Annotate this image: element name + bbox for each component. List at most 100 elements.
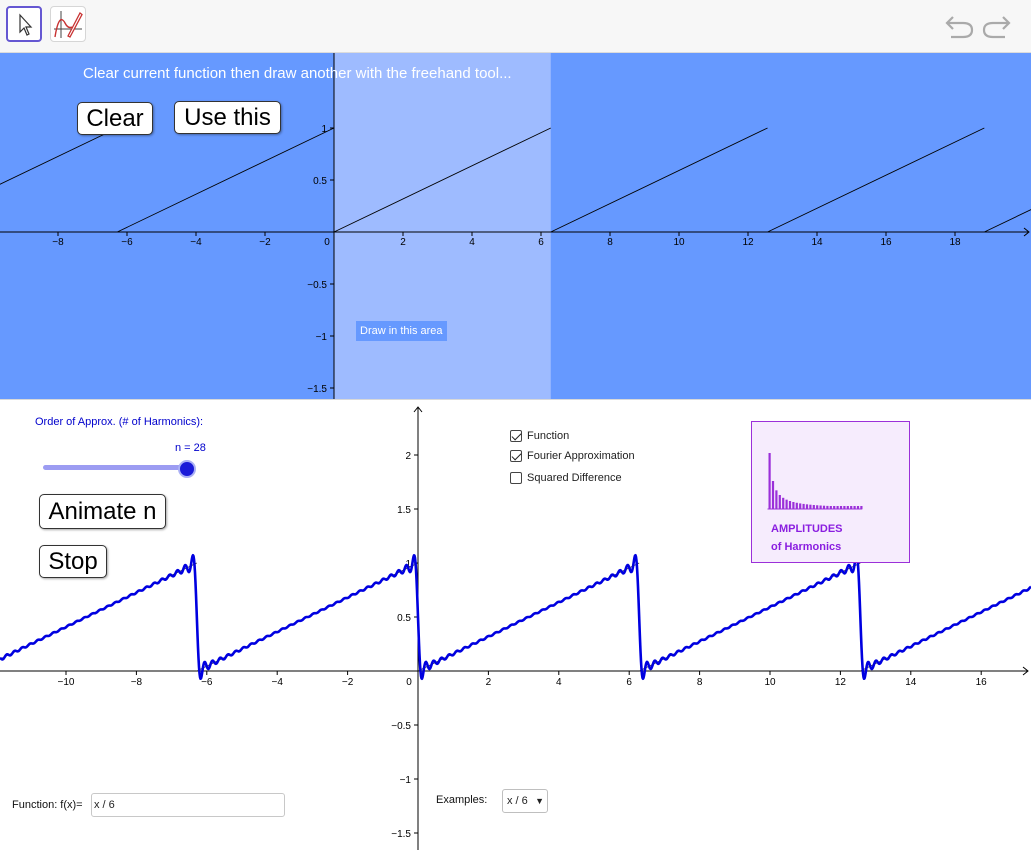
amplitudes-bar-chart xyxy=(767,453,863,510)
amplitude-bar xyxy=(782,497,785,509)
x-axis-arrow xyxy=(1023,227,1030,237)
x-tick-label: 2 xyxy=(400,237,406,248)
y-tick-label: −1.5 xyxy=(391,829,411,840)
amplitudes-subtitle: of Harmonics xyxy=(771,541,842,553)
x-tick-label: 0 xyxy=(324,237,330,248)
sawtooth-segment xyxy=(0,127,118,185)
squared-difference-checkbox[interactable]: Squared Difference xyxy=(510,472,622,484)
y-tick-label: 1.5 xyxy=(397,505,411,516)
x-tick-label: 8 xyxy=(697,677,703,688)
x-tick-label: −8 xyxy=(52,237,64,248)
x-tick-label: −4 xyxy=(190,237,202,248)
view-divider xyxy=(0,399,1031,404)
function-checkbox[interactable]: Function xyxy=(510,430,569,442)
x-tick-label: 6 xyxy=(626,677,632,688)
drawing-plot[interactable]: −8 −6 −4 −2 0 2 4 6 8 10 12 14 16 18 1 0.5 −0.5 −1 −1.5 xyxy=(0,53,1031,399)
y-tick-label: 0.5 xyxy=(397,613,411,624)
y-tick-label: 2 xyxy=(405,451,411,462)
amplitude-bar xyxy=(775,490,778,509)
squared-difference-checkbox-box[interactable] xyxy=(510,472,522,484)
amplitude-bar xyxy=(819,505,822,509)
drawing-graphics-view[interactable]: −8 −6 −4 −2 0 2 4 6 8 10 12 14 16 18 1 0.5 −0.5 −1 −1.5 Cl… xyxy=(0,53,1031,399)
amplitude-bar xyxy=(785,499,788,509)
harmonics-slider-handle[interactable] xyxy=(178,460,196,478)
amplitude-bar xyxy=(843,506,846,509)
fourier-plot[interactable]: −10 −8 −6 −4 −2 0 2 4 6 8 10 12 14 16 2 1.5 1 0.5 −0.5 −1 −1… xyxy=(0,404,1031,850)
x-tick-label: −2 xyxy=(259,237,271,248)
y-tick-label: 1 xyxy=(321,124,327,135)
animate-n-button[interactable]: Animate n xyxy=(39,494,166,529)
amplitude-bar xyxy=(829,506,832,509)
harmonics-slider-track[interactable] xyxy=(43,465,187,470)
stop-button[interactable]: Stop xyxy=(39,545,107,578)
examples-selected-value: x / 6 xyxy=(507,795,528,807)
amplitude-bar xyxy=(836,506,839,509)
function-input[interactable]: x / 6 xyxy=(91,793,285,817)
x-tick-label: −2 xyxy=(342,677,354,688)
redo-icon[interactable] xyxy=(980,12,1012,40)
x-axis-arrow xyxy=(1022,666,1029,676)
examples-dropdown[interactable]: x / 6 ▼ xyxy=(502,789,548,813)
move-tool-button[interactable] xyxy=(6,6,42,42)
x-tick-label: 2 xyxy=(486,677,492,688)
amplitude-bar xyxy=(771,481,775,509)
fourier-approximation-checkbox-box[interactable] xyxy=(510,450,522,462)
y-axis-arrow xyxy=(413,406,423,413)
x-tick-label: 10 xyxy=(673,237,685,248)
amplitude-bar xyxy=(860,506,863,509)
x-tick-label: −6 xyxy=(201,677,213,688)
x-tick-label: 6 xyxy=(538,237,544,248)
amplitude-bar xyxy=(833,506,836,509)
pointer-arrow-icon xyxy=(19,13,33,36)
sawtooth-segment xyxy=(117,127,335,233)
amplitude-bar xyxy=(799,503,802,509)
amplitude-bar xyxy=(778,495,781,509)
amplitude-bar xyxy=(853,506,856,509)
sawtooth-segment xyxy=(550,127,768,233)
x-tick-label: 16 xyxy=(880,237,892,248)
sawtooth-segment xyxy=(333,127,551,233)
x-tick-label: 4 xyxy=(469,237,475,248)
fourier-approximation-checkbox[interactable]: Fourier Approximation xyxy=(510,450,635,462)
fourier-graphics-view[interactable]: −10 −8 −6 −4 −2 0 2 4 6 8 10 12 14 16 2 1.5 1 0.5 −0.5 −1 −1… xyxy=(0,404,1031,850)
x-tick-label: −8 xyxy=(131,677,143,688)
freehand-pen-icon xyxy=(54,11,83,38)
freehand-tool-button[interactable] xyxy=(50,6,86,42)
amplitudes-title: AMPLITUDES xyxy=(771,523,843,535)
y-tick-label: −0.5 xyxy=(307,280,327,291)
x-tick-label: 4 xyxy=(556,677,562,688)
draw-area-region xyxy=(334,53,551,399)
x-tick-label: −10 xyxy=(58,677,75,688)
function-checkbox-box[interactable] xyxy=(510,430,522,442)
amplitude-bar xyxy=(788,501,792,509)
x-tick-label: 12 xyxy=(835,677,847,688)
slider-value-label: n = 28 xyxy=(175,442,206,454)
amplitude-bar xyxy=(856,506,860,509)
slider-title: Order of Approx. (# of Harmonics): xyxy=(35,416,204,428)
use-this-button[interactable]: Use this xyxy=(174,101,281,134)
clear-button[interactable]: Clear xyxy=(77,102,153,135)
amplitudes-panel: AMPLITUDES of Harmonics xyxy=(751,421,910,563)
y-tick-label: 0.5 xyxy=(313,176,327,187)
amplitude-bar xyxy=(850,506,853,509)
x-tick-label: 8 xyxy=(607,237,613,248)
fourier-approximation-curve xyxy=(0,553,1031,681)
toolbar xyxy=(0,0,1031,53)
sawtooth-segment xyxy=(984,209,1031,233)
amplitude-bar xyxy=(822,505,826,509)
y-tick-label: −1 xyxy=(400,775,412,786)
x-tick-label: −6 xyxy=(121,237,133,248)
amplitude-bar xyxy=(802,503,805,509)
examples-label: Examples: xyxy=(436,794,488,806)
amplitude-bar xyxy=(792,502,795,509)
x-tick-label: 12 xyxy=(742,237,754,248)
sawtooth-segment xyxy=(767,127,985,233)
x-tick-label: 0 xyxy=(406,677,412,688)
amplitude-bar xyxy=(846,506,849,509)
squared-difference-checkbox-label: Squared Difference xyxy=(527,472,622,484)
function-checkbox-label: Function xyxy=(527,430,570,442)
draw-area-label: Draw in this area xyxy=(356,321,447,341)
amplitude-bar xyxy=(816,505,819,509)
amplitude-bar xyxy=(812,505,815,509)
undo-icon[interactable] xyxy=(944,12,976,40)
